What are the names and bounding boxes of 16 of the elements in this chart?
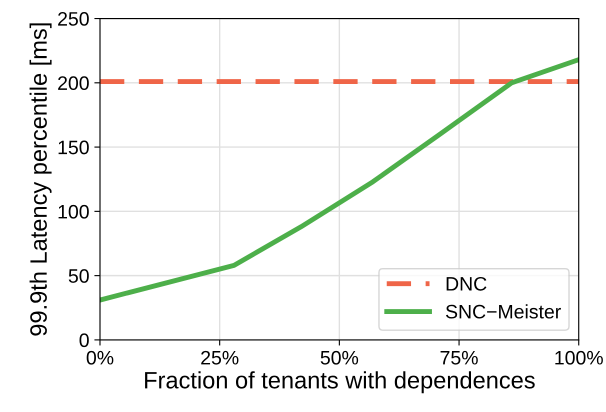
y-tick-label: 200	[58, 76, 89, 90]
x-tick-label: 75%	[440, 350, 478, 365]
x-tick-label: 100%	[555, 350, 603, 365]
y-tick-label: 150	[58, 140, 89, 154]
x-tick-label: 25%	[201, 350, 238, 365]
legend-label: SNC−Meister	[446, 304, 561, 319]
y-axis-title: 99.9th Latency percentile [ms]	[30, 23, 52, 336]
x-tick-label: 0%	[86, 350, 114, 365]
y-tick-label: 100	[58, 204, 89, 219]
x-axis-title: Fraction of tenants with dependences	[145, 371, 535, 394]
legend-label: DNC	[446, 276, 486, 291]
y-tick-label: 250	[58, 12, 89, 26]
x-tick-label: 50%	[320, 350, 358, 365]
y-tick-label: 50	[68, 269, 89, 283]
line-series	[100, 57, 579, 302]
y-tick-label: 0	[80, 333, 89, 348]
